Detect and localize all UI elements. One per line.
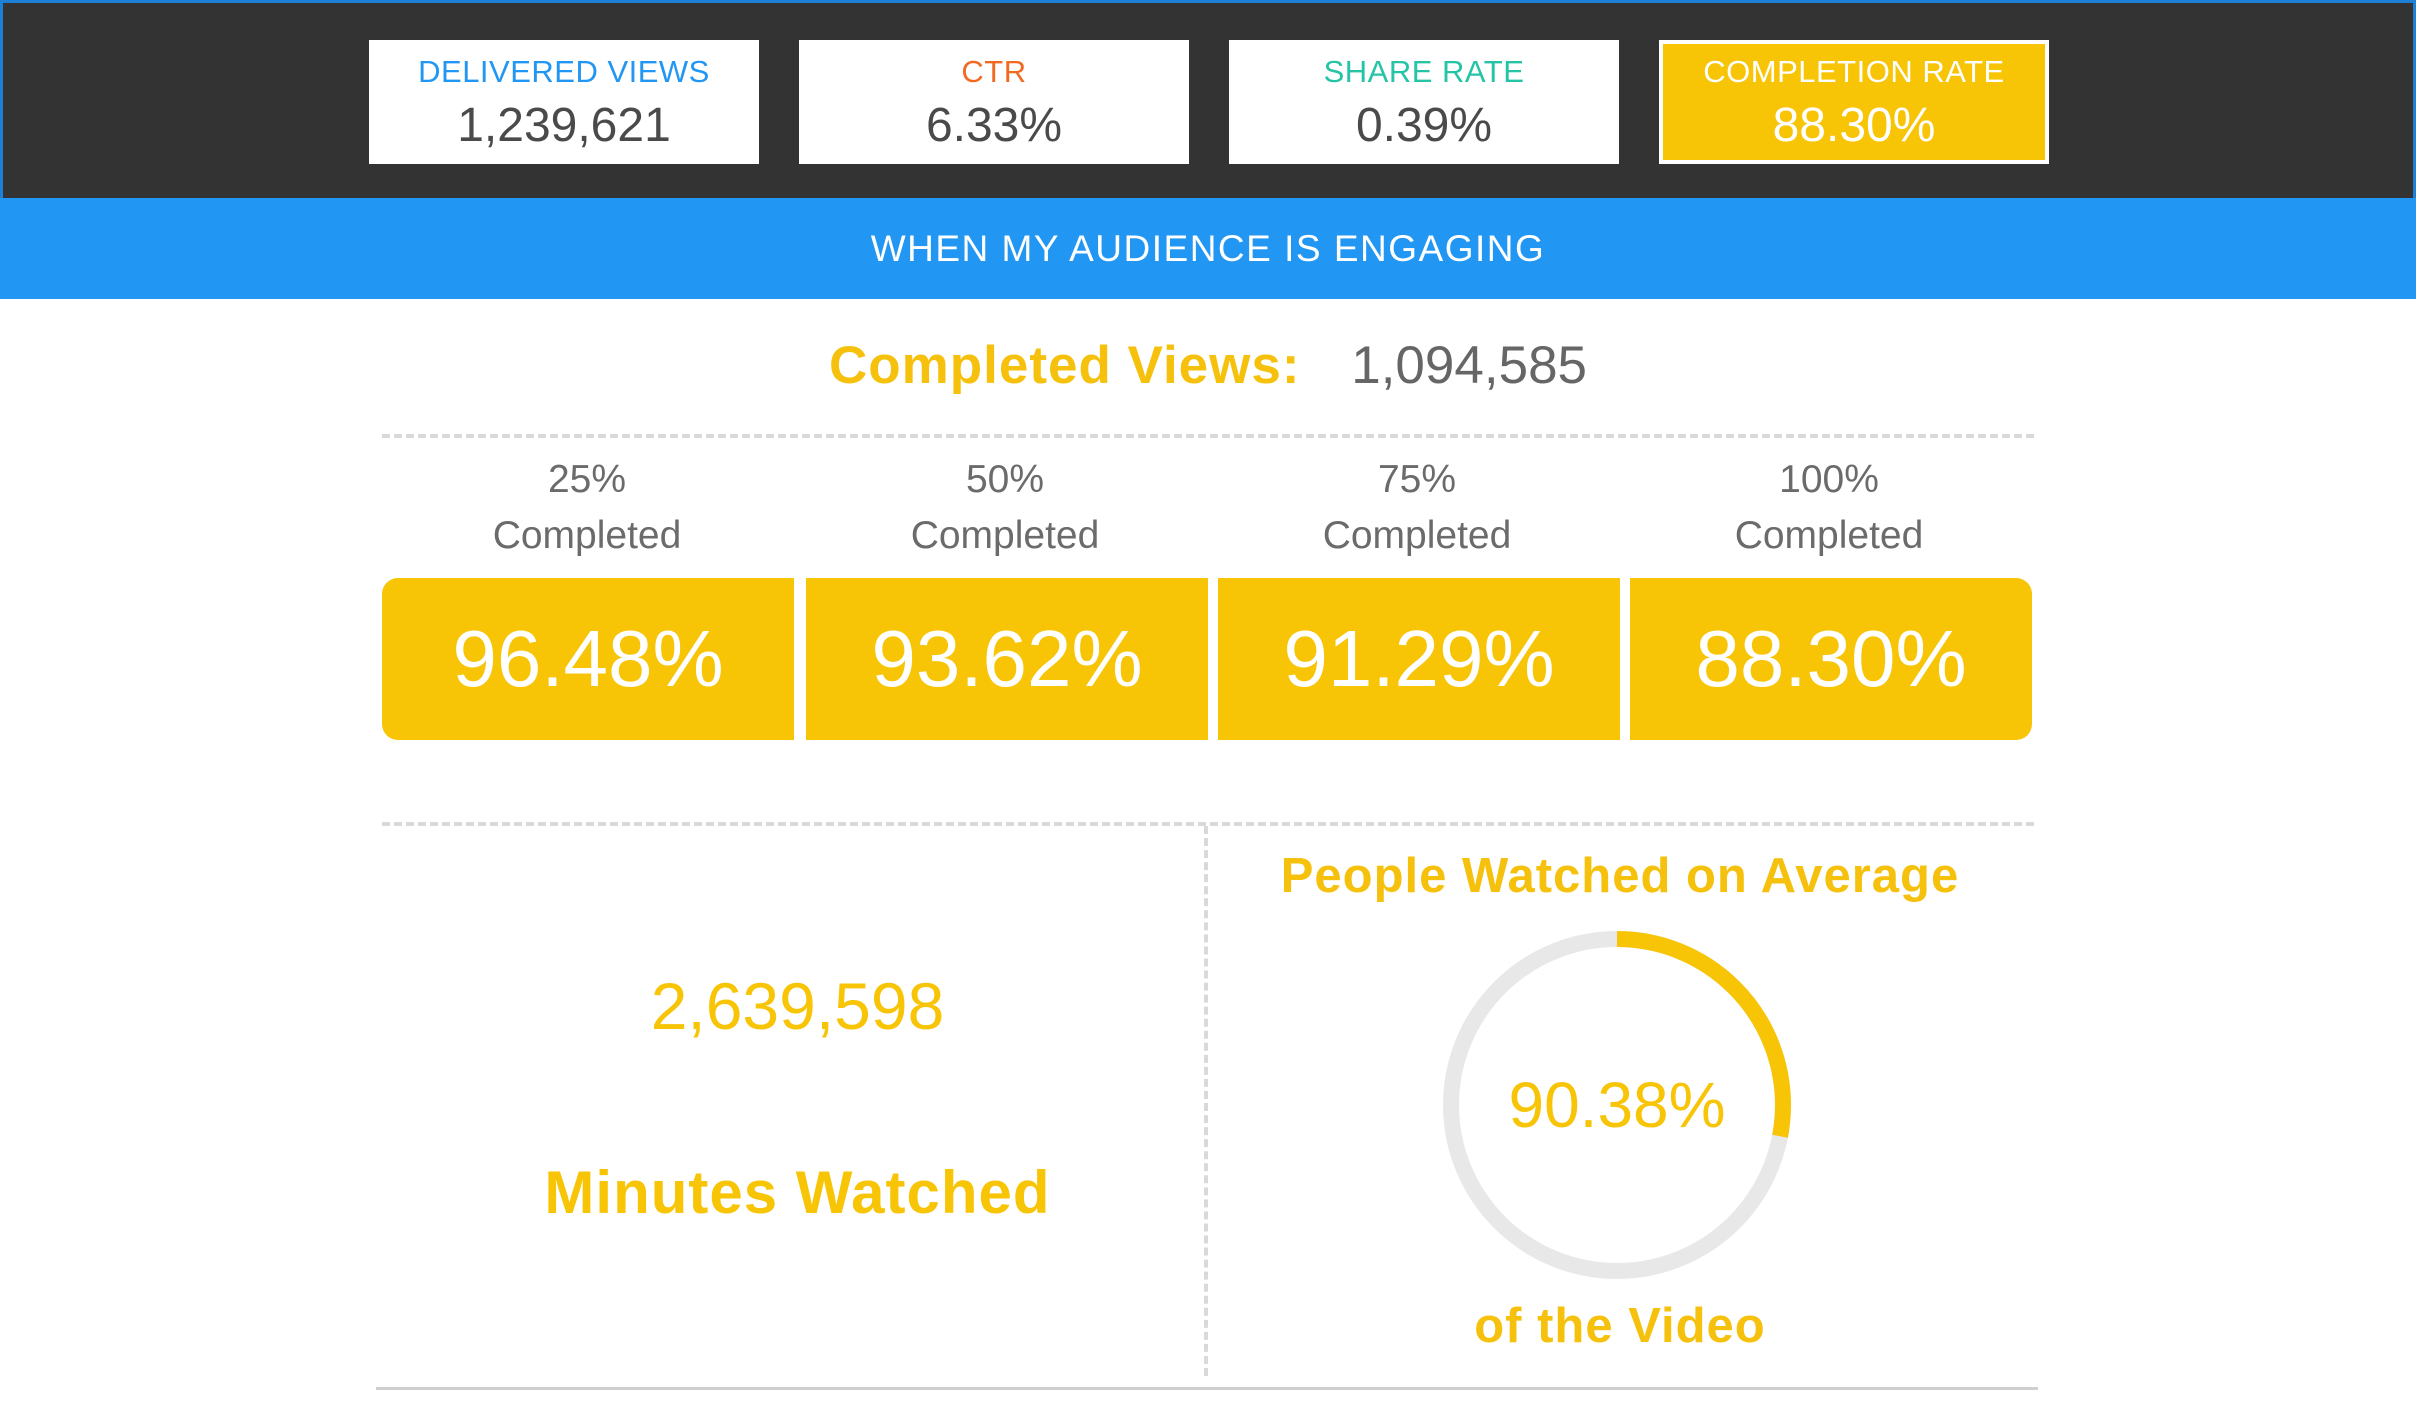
quartile-label-50: 50% Completed	[800, 452, 1210, 564]
kpi-value: 6.33%	[925, 99, 1063, 152]
average-watched-title: People Watched on Average	[1280, 849, 1960, 903]
quartile-percent: 75%	[1377, 458, 1457, 501]
section-banner: WHEN MY AUDIENCE IS ENGAGING	[0, 198, 2416, 299]
quartile-tile-25: 96.48%	[382, 578, 794, 740]
quartile-label-75: 75% Completed	[1212, 452, 1622, 564]
quartile-percent: 50%	[965, 458, 1045, 501]
average-watched-value: 90.38%	[1508, 1069, 1726, 1141]
quartile-caption: Completed	[910, 514, 1100, 557]
bottom-rule	[376, 1387, 2038, 1390]
average-watched-subtitle: of the Video	[1474, 1299, 1766, 1353]
completed-views-label: Completed Views:	[828, 336, 1301, 395]
kpi-ctr[interactable]: CTR 6.33%	[799, 40, 1189, 164]
minutes-watched-value: 2,639,598	[650, 969, 945, 1043]
completed-views: Completed Views: 1,094,585	[0, 335, 2416, 396]
divider	[382, 822, 2034, 826]
kpi-bar: DELIVERED VIEWS 1,239,621 CTR 6.33% SHAR…	[0, 0, 2416, 198]
quartile-caption: Completed	[1734, 514, 1924, 557]
quartile-label-100: 100% Completed	[1624, 452, 2034, 564]
kpi-value: 0.39%	[1355, 99, 1493, 152]
quartile-percent: 100%	[1779, 458, 1879, 501]
kpi-value: 88.30%	[1772, 99, 1936, 152]
minutes-watched-label: Minutes Watched	[544, 1159, 1051, 1226]
kpi-delivered-views[interactable]: DELIVERED VIEWS 1,239,621	[369, 40, 759, 164]
kpi-value: 1,239,621	[457, 99, 671, 152]
completed-views-value: 1,094,585	[1351, 336, 1588, 395]
quartile-caption: Completed	[492, 514, 682, 557]
quartile-tile-50: 93.62%	[806, 578, 1208, 740]
quartile-label-25: 25% Completed	[382, 452, 792, 564]
donut-progress-arc	[1443, 931, 1791, 1279]
kpi-label: SHARE RATE	[1323, 54, 1525, 89]
quartile-tile-100: 88.30%	[1630, 578, 2032, 740]
average-watched-donut	[1443, 931, 1791, 1279]
kpi-label: DELIVERED VIEWS	[418, 54, 710, 89]
kpi-share-rate[interactable]: SHARE RATE 0.39%	[1229, 40, 1619, 164]
divider	[382, 434, 2034, 438]
kpi-completion-rate[interactable]: COMPLETION RATE 88.30%	[1659, 40, 2049, 164]
kpi-label: COMPLETION RATE	[1703, 54, 2005, 89]
kpi-label: CTR	[961, 54, 1027, 89]
vertical-divider	[1204, 826, 1208, 1376]
quartile-caption: Completed	[1322, 514, 1512, 557]
quartile-percent: 25%	[547, 458, 627, 501]
quartile-tile-75: 91.29%	[1218, 578, 1620, 740]
